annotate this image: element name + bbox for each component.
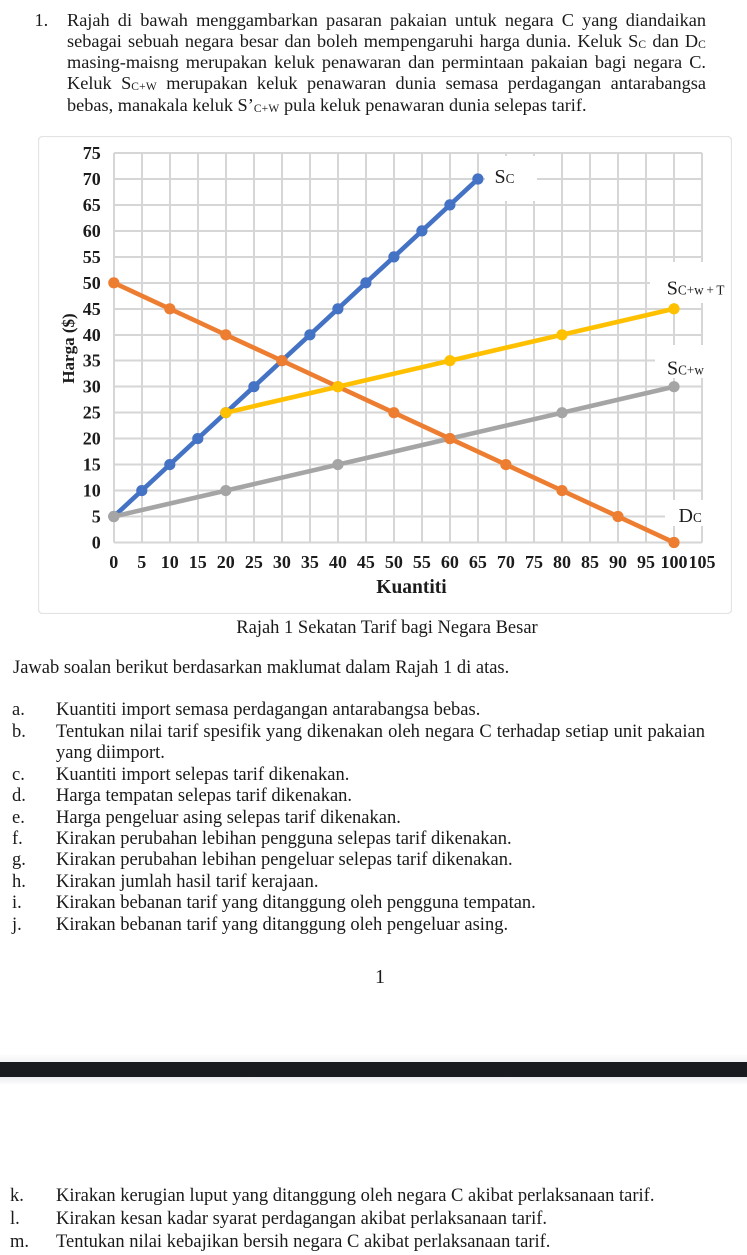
svg-text:55: 55	[83, 247, 101, 267]
svg-text:20: 20	[83, 429, 101, 449]
svg-text:40: 40	[83, 325, 101, 345]
svg-text:0: 0	[109, 552, 118, 572]
svg-text:SC+w + T: SC+w + T	[667, 277, 725, 299]
svg-text:70: 70	[83, 169, 101, 189]
svg-text:0: 0	[92, 533, 101, 553]
svg-text:100: 100	[661, 552, 688, 572]
svg-text:95: 95	[637, 552, 655, 572]
svg-text:80: 80	[553, 552, 571, 572]
svg-text:10: 10	[161, 552, 179, 572]
svg-text:25: 25	[83, 403, 101, 423]
svg-text:90: 90	[609, 552, 627, 572]
svg-text:65: 65	[83, 195, 101, 215]
svg-text:105: 105	[689, 552, 716, 572]
svg-text:10: 10	[83, 481, 101, 501]
svg-text:Kuantiti: Kuantiti	[376, 577, 447, 598]
svg-text:75: 75	[525, 552, 543, 572]
svg-text:SC+w: SC+w	[667, 357, 704, 379]
svg-text:SC: SC	[495, 166, 515, 188]
svg-text:70: 70	[497, 552, 515, 572]
svg-text:35: 35	[301, 552, 319, 572]
svg-text:85: 85	[581, 552, 599, 572]
svg-text:DC: DC	[679, 505, 702, 527]
svg-text:40: 40	[329, 552, 347, 572]
svg-text:5: 5	[137, 552, 146, 572]
svg-text:65: 65	[469, 552, 487, 572]
svg-text:75: 75	[83, 143, 101, 163]
svg-text:50: 50	[385, 552, 403, 572]
svg-text:5: 5	[92, 507, 101, 527]
svg-text:15: 15	[83, 455, 101, 475]
svg-text:30: 30	[83, 377, 101, 397]
svg-text:55: 55	[413, 552, 431, 572]
svg-text:30: 30	[273, 552, 291, 572]
svg-text:15: 15	[189, 552, 207, 572]
svg-text:60: 60	[441, 552, 459, 572]
svg-text:Harga ($): Harga ($)	[59, 313, 78, 383]
svg-text:50: 50	[83, 273, 101, 293]
svg-text:45: 45	[83, 299, 101, 319]
svg-text:35: 35	[83, 351, 101, 371]
svg-text:60: 60	[83, 221, 101, 241]
svg-text:45: 45	[357, 552, 375, 572]
svg-text:25: 25	[245, 552, 263, 572]
svg-text:20: 20	[217, 552, 235, 572]
